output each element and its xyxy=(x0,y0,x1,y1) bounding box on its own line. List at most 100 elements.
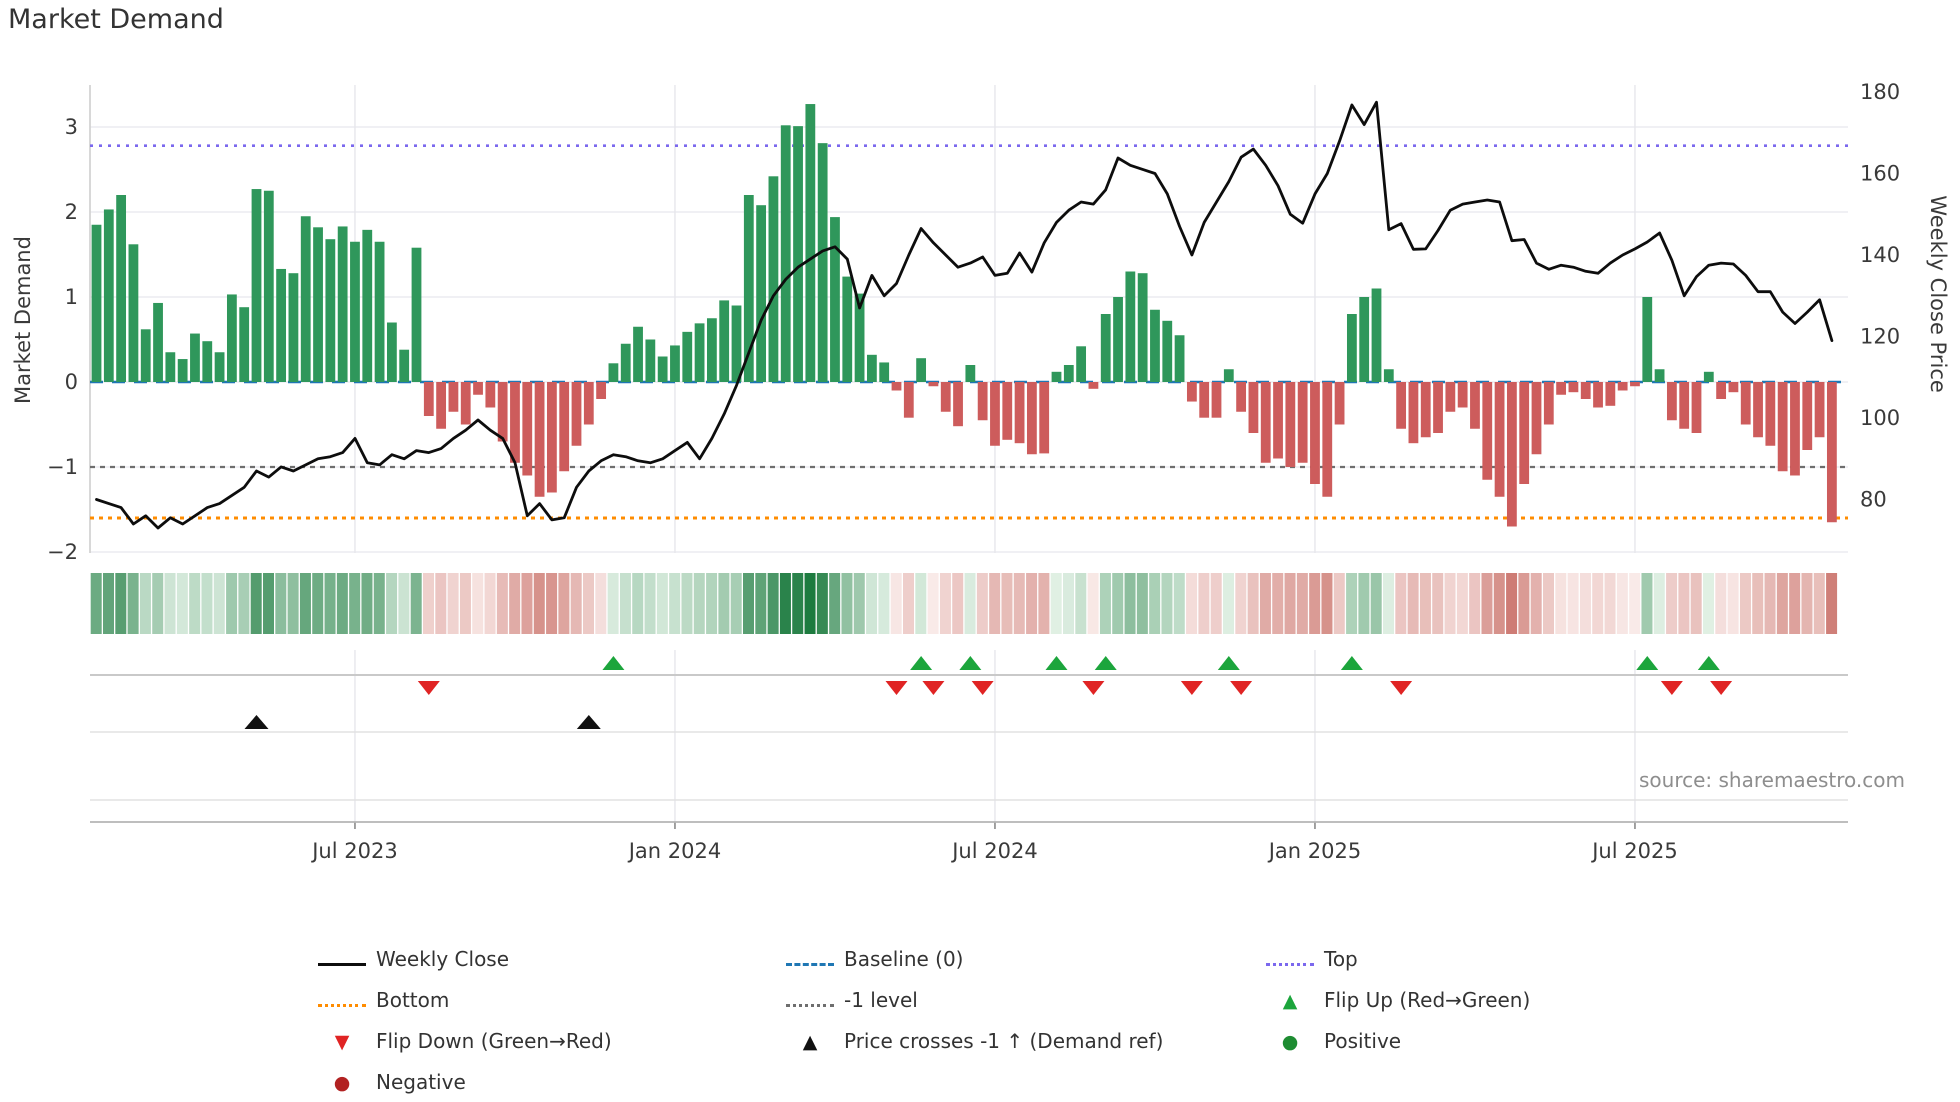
demand-bar xyxy=(165,352,176,382)
legend-item-top: Top xyxy=(1266,947,1686,971)
flip-up-marker xyxy=(910,656,933,670)
heatmap-cell xyxy=(718,573,730,634)
demand-bar xyxy=(91,224,102,382)
heatmap-cell xyxy=(706,573,718,634)
legend-item-baseline: Baseline (0) xyxy=(786,947,1266,971)
flip-up-marker xyxy=(1697,656,1720,670)
heatmap-cell xyxy=(743,573,755,634)
heatmap-cell xyxy=(324,573,336,634)
heatmap-cell xyxy=(201,573,213,634)
y-right-tick-label: 80 xyxy=(1860,488,1887,512)
heatmap-cell xyxy=(1653,573,1665,634)
demand-bar xyxy=(1654,369,1665,382)
demand-bar xyxy=(362,229,373,382)
demand-bar xyxy=(374,241,385,382)
heatmap-cell xyxy=(632,573,644,634)
demand-bar xyxy=(300,216,311,382)
demand-bar xyxy=(1630,382,1640,387)
heatmap-cell xyxy=(152,573,164,634)
demand-bar xyxy=(1568,382,1579,393)
heatmap-cell xyxy=(1493,573,1505,634)
legend-label: Bottom xyxy=(376,987,450,1012)
heatmap-cell xyxy=(829,573,841,634)
demand-bar xyxy=(768,176,779,382)
legend-label: -1 level xyxy=(844,987,918,1012)
heatmap-cell xyxy=(1530,573,1542,634)
heatmap-cell xyxy=(349,573,361,634)
heatmap-cell xyxy=(1001,573,1013,634)
heatmap-cell xyxy=(1826,573,1838,634)
demand-bar xyxy=(743,195,754,382)
demand-bar xyxy=(1113,297,1123,382)
demand-bar xyxy=(793,126,803,383)
flip-down-marker xyxy=(1390,681,1413,695)
demand-bar xyxy=(522,382,533,476)
demand-bar xyxy=(965,365,976,382)
heatmap-cell xyxy=(1136,573,1148,634)
minus-1-level-swatch-icon xyxy=(786,988,834,1012)
demand-bar xyxy=(903,382,914,418)
heatmap-cell xyxy=(103,573,115,634)
demand-bar xyxy=(350,241,360,382)
legend-label: Weekly Close xyxy=(376,946,510,971)
heatmap-cell xyxy=(1259,573,1271,634)
heatmap-cell xyxy=(755,573,767,634)
heatmap-cell xyxy=(841,573,853,634)
demand-bar xyxy=(1716,382,1727,399)
heatmap-cell xyxy=(1395,573,1407,634)
demand-bar xyxy=(448,382,459,412)
heatmap-cell xyxy=(139,573,151,634)
heatmap-cell xyxy=(1149,573,1161,634)
heatmap-cell xyxy=(1419,573,1431,634)
heatmap-cell xyxy=(386,573,398,634)
heatmap-cell xyxy=(1063,573,1075,634)
heatmap-cell xyxy=(1223,573,1235,634)
heatmap-cell xyxy=(1272,573,1284,634)
x-tick-label: Jan 2025 xyxy=(1267,839,1362,863)
heatmap-cell xyxy=(546,573,558,634)
demand-bar xyxy=(423,382,434,416)
demand-bar xyxy=(399,349,410,382)
heatmap-cell xyxy=(1087,573,1099,634)
demand-bar xyxy=(1531,382,1542,455)
demand-bar xyxy=(1371,288,1382,382)
y-left-tick-label: 3 xyxy=(65,115,78,139)
demand-bar xyxy=(337,226,348,382)
x-tick-label: Jul 2025 xyxy=(1590,839,1677,863)
flip-down-marker xyxy=(922,681,945,695)
demand-bar xyxy=(633,326,643,382)
demand-bar xyxy=(497,382,508,442)
demand-bar xyxy=(1002,382,1013,440)
y-left-tick-label: −2 xyxy=(47,540,78,564)
heatmap-cell xyxy=(1235,573,1247,634)
heatmap-cell xyxy=(989,573,1001,634)
heatmap-cell xyxy=(1210,573,1222,634)
demand-bar xyxy=(1346,314,1357,382)
heatmap-cell xyxy=(238,573,250,634)
heatmap-cell xyxy=(792,573,804,634)
demand-bar xyxy=(842,276,853,382)
demand-bar xyxy=(116,195,127,382)
heatmap-cell xyxy=(1309,573,1321,634)
heatmap-cell xyxy=(730,573,742,634)
demand-heatmap-strip xyxy=(90,573,1838,634)
heatmap-cell xyxy=(816,573,828,634)
heatmap-cell xyxy=(1715,573,1727,634)
flip-up-marker xyxy=(1217,656,1240,670)
heatmap-cell xyxy=(164,573,176,634)
demand-bar xyxy=(1445,382,1456,412)
flip-up-marker xyxy=(1636,656,1659,670)
legend-item-bottom: Bottom xyxy=(318,988,786,1012)
demand-bar xyxy=(1026,382,1037,455)
demand-bar xyxy=(473,382,483,395)
heatmap-cell xyxy=(1592,573,1604,634)
demand-bar xyxy=(1580,382,1591,399)
demand-bar xyxy=(1666,382,1677,421)
heatmap-cell xyxy=(1284,573,1296,634)
demand-bar xyxy=(1285,382,1296,467)
heatmap-cell xyxy=(1161,573,1173,634)
x-tick-label: Jul 2023 xyxy=(310,839,397,863)
demand-bar xyxy=(386,322,397,382)
